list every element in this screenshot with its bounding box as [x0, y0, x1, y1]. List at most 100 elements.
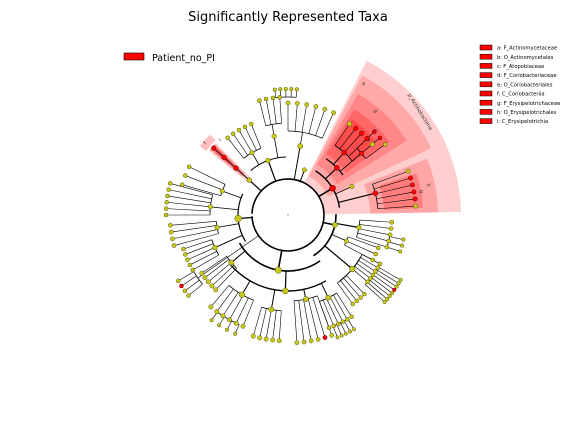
tree-branch: [167, 195, 212, 204]
clade-highlight-g: [379, 173, 423, 210]
tree-node: [340, 319, 346, 324]
tree-node: [377, 261, 383, 267]
tree-branch: [339, 128, 356, 149]
tree-node: [370, 257, 376, 263]
tree-branch: [301, 104, 307, 133]
taxa-legend-entry: f: C_Coriobacteriia: [497, 92, 545, 98]
tree-node: [190, 267, 195, 273]
tree-node: [294, 340, 300, 346]
tree-node: [344, 238, 349, 244]
tree-branch: [270, 289, 276, 310]
tree-branch: [238, 129, 253, 153]
tree-node: [369, 141, 375, 147]
tree-node: [325, 294, 332, 301]
tree-node: [263, 96, 269, 102]
tree-branch: [215, 268, 237, 291]
tree-node: [394, 284, 399, 289]
tree-node-significant: [233, 165, 239, 171]
tree-node: [352, 327, 356, 332]
tree-node-significant: [372, 190, 379, 196]
tree-node: [167, 181, 173, 186]
tree-branch: [272, 97, 277, 124]
tree-node: [278, 87, 283, 92]
tree-node: [384, 244, 390, 250]
tree-branch: [166, 201, 211, 208]
tree-branch: [185, 243, 214, 255]
taxa-legend-swatch: [479, 109, 493, 115]
tree-branch: [227, 137, 244, 159]
clade-letter-label: i: [218, 138, 223, 143]
tree-branch: [210, 206, 239, 211]
tree-branch: [377, 266, 401, 281]
tree-branch-arc: [265, 122, 282, 127]
tree-node: [398, 249, 403, 254]
tree-node: [271, 133, 277, 139]
tree-branch-arc: [337, 275, 347, 284]
tree-branch: [265, 309, 272, 340]
tree-branch: [168, 189, 212, 200]
group-legend-swatch: [123, 52, 145, 61]
tree-node: [301, 339, 307, 345]
clade-letter-label: a: [365, 137, 371, 143]
tree-node: [368, 276, 373, 281]
tree-branch: [232, 133, 248, 156]
tree-branch: [356, 263, 374, 276]
tree-node-significant: [409, 182, 415, 188]
tree-branch: [192, 254, 219, 271]
tree-node-significant: [211, 145, 217, 151]
tree-branch: [329, 296, 344, 322]
tree-node: [236, 127, 242, 133]
tree-node: [339, 333, 344, 338]
tree-node: [343, 331, 348, 336]
tree-node: [240, 323, 246, 329]
taxa-legend-swatch: [479, 72, 493, 78]
clade-letter-label: h: [425, 183, 431, 187]
tree-branch: [210, 285, 230, 308]
tree-branch: [321, 112, 334, 139]
tree-node: [265, 157, 271, 164]
tree-node: [401, 237, 406, 242]
tree-branch: [201, 256, 227, 274]
tree-node: [329, 332, 335, 338]
tree-node: [209, 283, 215, 289]
tree-branch: [294, 103, 298, 132]
tree-node: [345, 317, 350, 322]
tree-node-significant: [408, 175, 413, 181]
tree-node: [389, 219, 395, 225]
tree-branch: [230, 250, 246, 263]
tree-node: [396, 281, 401, 286]
tree-branch: [242, 300, 254, 327]
clade-highlight-outer: [199, 134, 216, 151]
tree-node: [183, 252, 188, 257]
tree-node: [185, 257, 190, 262]
tree-branch: [171, 225, 217, 233]
tree-node: [387, 232, 393, 238]
taxa-legend-entry: c: F_Atopobiaceae: [497, 64, 544, 70]
tree-node: [186, 293, 191, 298]
taxa-legend-entry: i: C_Erysipelotrichia: [497, 119, 548, 125]
tree-node: [303, 296, 309, 302]
taxa-legend-swatch: [479, 118, 493, 124]
clade-highlight-d: [317, 93, 407, 185]
tree-branch: [259, 100, 267, 126]
tree-node: [326, 325, 332, 331]
tree-branch: [187, 247, 216, 261]
tree-node: [350, 301, 355, 307]
clade-highlight-h: [364, 158, 438, 214]
tree-branch: [365, 284, 385, 303]
tree-node: [233, 331, 238, 336]
tree-node: [199, 270, 205, 276]
tree-branch: [367, 282, 388, 300]
taxa-legend-swatch: [479, 44, 493, 51]
tree-node: [308, 338, 314, 344]
tree-branch: [376, 269, 399, 284]
taxa-legend-entry: e: O_Coriobacteriales: [497, 82, 553, 88]
tree-branch: [170, 183, 213, 196]
tree-node: [176, 278, 181, 284]
tree-branch: [204, 259, 230, 278]
tree-node: [213, 287, 219, 293]
tree-node: [276, 338, 282, 344]
tree-node: [220, 313, 226, 319]
tree-node-significant: [334, 164, 340, 171]
tree-node: [349, 184, 355, 189]
